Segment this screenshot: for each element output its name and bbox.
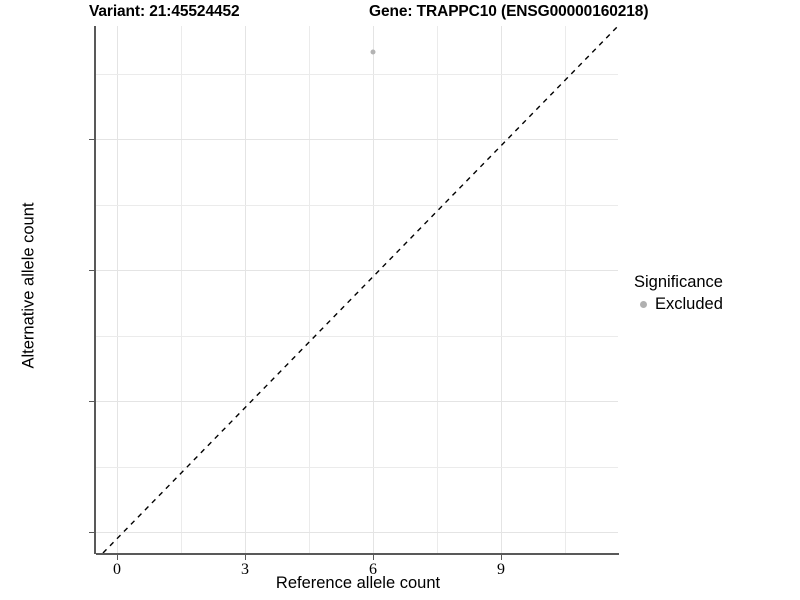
legend-item[interactable]: Excluded (634, 293, 794, 315)
x-tick-mark (117, 555, 118, 560)
legend-items: Excluded (634, 293, 794, 315)
gridline-horizontal (96, 466, 618, 468)
gridline-vertical (565, 26, 566, 553)
gridline-vertical (437, 26, 438, 553)
legend-title: Significance (634, 273, 723, 291)
x-tick-mark (373, 555, 374, 560)
legend-item-label: Excluded (655, 294, 723, 313)
x-tick-label: 9 (497, 561, 505, 578)
x-tick-label: 6 (369, 561, 377, 578)
gridline-horizontal (96, 401, 618, 402)
x-tick-mark (501, 555, 502, 560)
y-tick-mark (89, 270, 94, 271)
x-axis-title: Reference allele count (275, 574, 441, 592)
gridline-vertical (309, 26, 310, 553)
gridline-horizontal (96, 532, 618, 533)
y-axis-line (94, 26, 96, 554)
x-tick-mark (245, 555, 246, 560)
gene-title: Gene: TRAPPC10 (ENSG00000160218) (369, 3, 649, 20)
x-tick-label: 3 (241, 561, 249, 578)
gridline-vertical (181, 26, 182, 553)
legend-dot-icon (634, 295, 652, 313)
y-axis-title: Alternative allele count (19, 202, 38, 369)
y-tick-mark (89, 532, 94, 533)
x-tick-label: 0 (113, 561, 121, 578)
scatter-plot-panel (96, 26, 618, 553)
scatter-point[interactable] (370, 49, 376, 55)
legend: Significance Excluded (634, 272, 794, 315)
gridline-horizontal (96, 73, 618, 75)
gridline-vertical (245, 26, 246, 553)
gridline-horizontal (96, 204, 618, 206)
identity-reference-line (102, 26, 618, 553)
y-tick-mark (89, 139, 94, 140)
chart-title-bar: Variant: 21:45524452 Gene: TRAPPC10 (ENS… (0, 0, 800, 26)
gridline-horizontal (96, 139, 618, 140)
gridline-vertical (501, 26, 502, 553)
gridline-horizontal (96, 270, 618, 271)
y-tick-mark (89, 401, 94, 402)
x-axis-line (96, 553, 619, 555)
gridline-vertical (117, 26, 118, 553)
gridline-vertical (373, 26, 374, 553)
gridline-horizontal (96, 335, 618, 337)
variant-title: Variant: 21:45524452 (89, 3, 240, 20)
